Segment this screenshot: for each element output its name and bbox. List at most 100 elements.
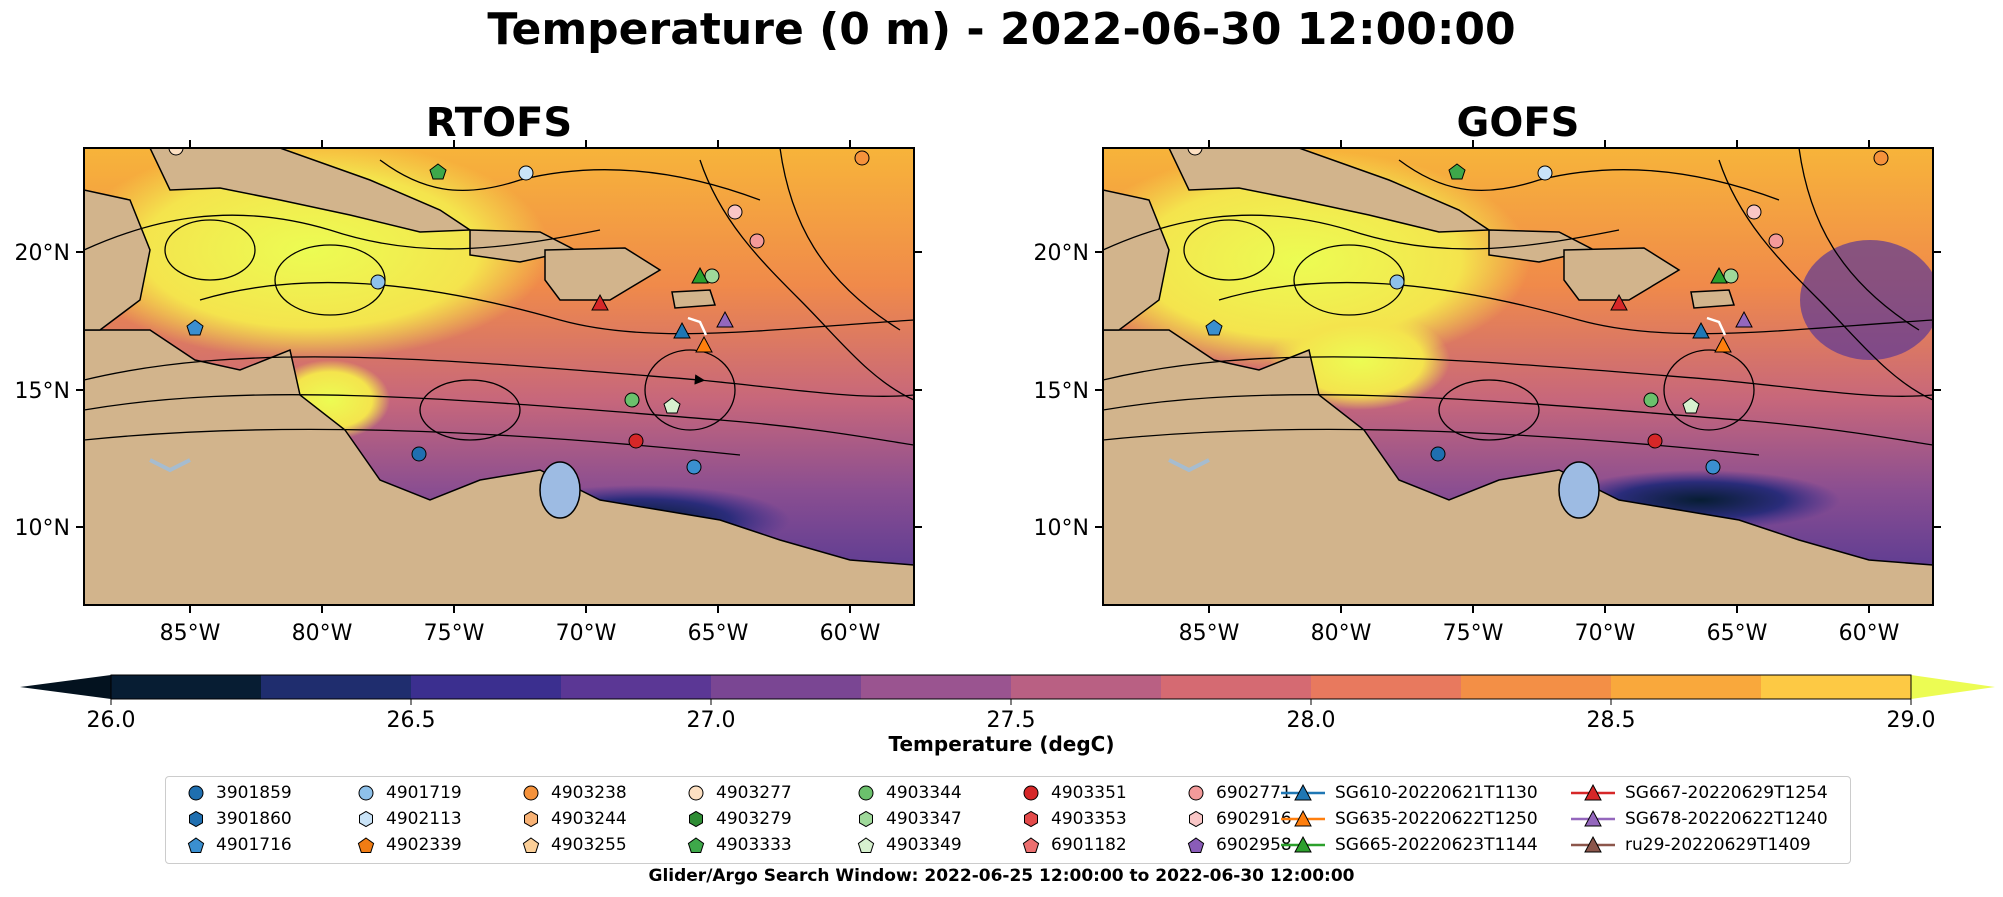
legend-item: SG610-20220621T1130 xyxy=(1281,781,1538,805)
legend-item: 4903344 xyxy=(856,781,962,805)
legend-item-label: SG667-20220629T1254 xyxy=(1625,783,1828,803)
colorbar-segment xyxy=(1461,675,1612,699)
pentagon-marker-icon xyxy=(1022,837,1040,853)
legend-item-label: 4903349 xyxy=(886,835,962,855)
colorbar-segment xyxy=(1611,675,1762,699)
legend-item: 4903244 xyxy=(521,807,627,831)
legend-item: 4903333 xyxy=(686,833,792,857)
panel-title-rtofs: RTOFS xyxy=(425,100,573,146)
lon-tick-label: 80°W xyxy=(292,621,353,646)
legend-item: SG667-20220629T1254 xyxy=(1571,781,1828,805)
legend-item: SG678-20220622T1240 xyxy=(1571,807,1828,831)
colorbar-tick-label: 27.0 xyxy=(687,708,736,733)
colorbar-segment xyxy=(411,675,562,699)
lat-tick-label: 15°N xyxy=(15,379,70,404)
legend-item: 3901860 xyxy=(186,807,292,831)
lon-tick-label: 60°W xyxy=(820,621,881,646)
legend-item: 4903353 xyxy=(1021,807,1127,831)
colorbar-tick-label: 29.0 xyxy=(1887,708,1936,733)
hexagon-marker-icon xyxy=(1189,810,1203,828)
legend-item: 4903347 xyxy=(856,807,962,831)
circle-marker-icon xyxy=(688,785,704,801)
pentagon-marker-icon xyxy=(687,837,705,853)
legend-item: 4902339 xyxy=(356,833,462,857)
lon-tick-label: 85°W xyxy=(1179,621,1240,646)
lat-tick-label: 10°N xyxy=(1034,516,1089,541)
colorbar-over-extension xyxy=(1911,675,1995,699)
colorbar-tick-label: 28.5 xyxy=(1587,708,1636,733)
legend-item: 6902916 xyxy=(1186,807,1292,831)
colorbar-segment xyxy=(861,675,1012,699)
search-window-caption: Glider/Argo Search Window: 2022-06-25 12… xyxy=(648,866,1355,886)
legend-item-label: SG610-20220621T1130 xyxy=(1335,783,1538,803)
legend-item: ru29-20220629T1409 xyxy=(1571,833,1811,857)
legend-item-label: 4903255 xyxy=(551,835,627,855)
legend-item: 6901182 xyxy=(1021,833,1127,857)
triangle-line-marker-icon xyxy=(1571,809,1615,827)
lon-tick-label: 75°W xyxy=(424,621,485,646)
circle-marker-icon xyxy=(188,785,204,801)
legend-item-label: 4902113 xyxy=(386,809,462,829)
circle-marker-icon xyxy=(358,785,374,801)
lon-tick-label: 65°W xyxy=(1707,621,1768,646)
legend-item: 4903255 xyxy=(521,833,627,857)
colorbar-segment xyxy=(561,675,712,699)
colorbar-under-extension xyxy=(20,675,111,699)
legend-item: 4901716 xyxy=(186,833,292,857)
legend-item-label: 4903353 xyxy=(1051,809,1127,829)
colorbar-segment xyxy=(111,675,262,699)
legend-item-label: 4903244 xyxy=(551,809,627,829)
legend-item-label: 4903333 xyxy=(716,835,792,855)
circle-marker-icon xyxy=(523,785,539,801)
legend-item-label: 3901860 xyxy=(216,809,292,829)
legend-item-label: 4901716 xyxy=(216,835,292,855)
figure-title: Temperature (0 m) - 2022-06-30 12:00:00 xyxy=(487,4,1516,55)
colorbar-label: Temperature (degC) xyxy=(888,732,1115,756)
legend-item-label: 6902771 xyxy=(1216,783,1292,803)
legend-item: 4901719 xyxy=(356,781,462,805)
circle-marker-icon xyxy=(1023,785,1039,801)
colorbar-segment xyxy=(261,675,412,699)
colorbar-tick-label: 26.0 xyxy=(87,708,136,733)
legend-item: 4902113 xyxy=(356,807,462,831)
triangle-line-marker-icon xyxy=(1571,835,1615,853)
hexagon-marker-icon xyxy=(689,810,703,828)
colorbar-tick-label: 26.5 xyxy=(387,708,436,733)
legend-item-label: 3901859 xyxy=(216,783,292,803)
colorbar-tick-label: 28.0 xyxy=(1287,708,1336,733)
pentagon-marker-icon xyxy=(522,837,540,853)
hexagon-marker-icon xyxy=(189,810,203,828)
lat-tick-label: 15°N xyxy=(1034,379,1089,404)
legend-item-label: 4903351 xyxy=(1051,783,1127,803)
legend-item-label: 6901182 xyxy=(1051,835,1127,855)
hexagon-marker-icon xyxy=(359,810,373,828)
lon-tick-label: 70°W xyxy=(1575,621,1636,646)
hexagon-marker-icon xyxy=(524,810,538,828)
legend-item-label: 4903344 xyxy=(886,783,962,803)
colorbar-segment xyxy=(1161,675,1312,699)
map-panel-gofs xyxy=(1102,147,1934,606)
lon-tick-label: 80°W xyxy=(1311,621,1372,646)
lat-tick-label: 10°N xyxy=(15,516,70,541)
legend-item-label: ru29-20220629T1409 xyxy=(1625,835,1811,855)
legend-item-label: 4902339 xyxy=(386,835,462,855)
legend-item: SG665-20220623T1144 xyxy=(1281,833,1538,857)
pentagon-marker-icon xyxy=(357,837,375,853)
legend-item: 4903349 xyxy=(856,833,962,857)
panel-title-gofs: GOFS xyxy=(1456,100,1580,146)
colorbar-segment xyxy=(1011,675,1162,699)
colorbar: 26.0 26.5 27.0 27.5 28.0 28.5 29.0 xyxy=(20,674,1995,733)
legend-item-label: 4903238 xyxy=(551,783,627,803)
legend-item-label: SG665-20220623T1144 xyxy=(1335,835,1538,855)
legend-item-label: SG678-20220622T1240 xyxy=(1625,809,1828,829)
triangle-line-marker-icon xyxy=(1281,783,1325,801)
legend-item: 4903351 xyxy=(1021,781,1127,805)
colorbar-tick-label: 27.5 xyxy=(987,708,1036,733)
legend-item-label: 4901719 xyxy=(386,783,462,803)
legend-item: 4903279 xyxy=(686,807,792,831)
legend: 3901859 3901860 4901716 4901719 4902113 49023… xyxy=(165,776,1851,864)
legend-item-label: 6902958 xyxy=(1216,835,1292,855)
legend-item: 3901859 xyxy=(186,781,292,805)
lat-tick-label: 20°N xyxy=(1034,241,1089,266)
